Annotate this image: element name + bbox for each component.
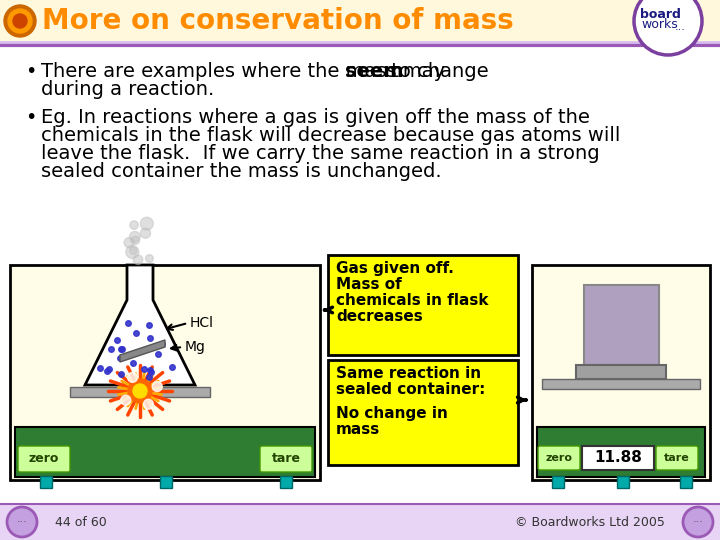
Text: No change in: No change in: [336, 406, 448, 421]
Text: tare: tare: [664, 453, 690, 463]
Circle shape: [121, 395, 131, 405]
Text: zero: zero: [546, 453, 572, 463]
Text: seem: seem: [345, 62, 403, 81]
Text: leave the flask.  If we carry the same reaction in a strong: leave the flask. If we carry the same re…: [41, 144, 600, 163]
Circle shape: [152, 382, 162, 392]
FancyBboxPatch shape: [40, 476, 52, 488]
FancyBboxPatch shape: [328, 255, 518, 355]
Circle shape: [7, 507, 37, 537]
Text: Eg. In reactions where a gas is given off the mass of the: Eg. In reactions where a gas is given of…: [41, 108, 590, 127]
Circle shape: [127, 373, 138, 382]
FancyBboxPatch shape: [0, 504, 720, 540]
Text: during a reaction.: during a reaction.: [41, 80, 215, 99]
Circle shape: [13, 14, 27, 28]
FancyBboxPatch shape: [680, 476, 692, 488]
Text: ···: ···: [17, 517, 27, 527]
FancyBboxPatch shape: [15, 427, 315, 477]
FancyBboxPatch shape: [582, 446, 654, 470]
Circle shape: [634, 0, 702, 55]
FancyBboxPatch shape: [328, 360, 518, 465]
Text: ···: ···: [693, 517, 703, 527]
FancyBboxPatch shape: [576, 365, 666, 379]
Text: •: •: [25, 62, 37, 81]
FancyBboxPatch shape: [70, 387, 210, 397]
Text: ...: ...: [675, 22, 685, 32]
FancyBboxPatch shape: [537, 427, 705, 477]
Text: Mass of: Mass of: [336, 277, 402, 292]
FancyBboxPatch shape: [260, 446, 312, 472]
Text: Same reaction in: Same reaction in: [336, 366, 481, 381]
Text: There are examples where the mass may: There are examples where the mass may: [41, 62, 451, 81]
Circle shape: [140, 228, 150, 238]
Text: HCl: HCl: [190, 316, 214, 330]
Text: board: board: [639, 8, 680, 21]
Text: 11.88: 11.88: [594, 450, 642, 465]
FancyBboxPatch shape: [10, 265, 320, 480]
Circle shape: [8, 9, 32, 33]
Circle shape: [133, 384, 147, 398]
FancyBboxPatch shape: [0, 0, 720, 42]
FancyBboxPatch shape: [617, 476, 629, 488]
Circle shape: [124, 238, 134, 248]
FancyBboxPatch shape: [18, 446, 70, 472]
FancyBboxPatch shape: [542, 379, 700, 389]
FancyBboxPatch shape: [532, 265, 710, 480]
FancyBboxPatch shape: [160, 476, 172, 488]
FancyBboxPatch shape: [538, 446, 580, 470]
Circle shape: [4, 5, 36, 37]
Circle shape: [140, 217, 153, 230]
Polygon shape: [120, 340, 165, 362]
Circle shape: [131, 236, 140, 245]
FancyBboxPatch shape: [656, 446, 698, 470]
FancyBboxPatch shape: [552, 476, 564, 488]
Text: works: works: [642, 18, 678, 31]
Circle shape: [143, 399, 153, 409]
Circle shape: [133, 255, 143, 265]
Polygon shape: [85, 265, 195, 385]
Circle shape: [126, 245, 139, 259]
Text: Mg: Mg: [185, 340, 206, 354]
Circle shape: [130, 232, 140, 242]
Text: to change: to change: [385, 62, 489, 81]
FancyBboxPatch shape: [280, 476, 292, 488]
FancyBboxPatch shape: [584, 285, 659, 365]
Text: © Boardworks Ltd 2005: © Boardworks Ltd 2005: [515, 516, 665, 529]
Text: •: •: [25, 108, 37, 127]
Text: sealed container:: sealed container:: [336, 382, 485, 397]
Circle shape: [130, 221, 138, 230]
Text: Gas given off.: Gas given off.: [336, 261, 454, 276]
Text: decreases: decreases: [336, 309, 423, 324]
Text: tare: tare: [271, 453, 300, 465]
Circle shape: [145, 255, 153, 262]
Circle shape: [128, 379, 152, 403]
Text: chemicals in the flask will decrease because gas atoms will: chemicals in the flask will decrease bec…: [41, 126, 621, 145]
Text: zero: zero: [29, 453, 59, 465]
Text: More on conservation of mass: More on conservation of mass: [42, 7, 514, 35]
Circle shape: [130, 247, 137, 254]
Text: sealed container the mass is unchanged.: sealed container the mass is unchanged.: [41, 162, 441, 181]
Circle shape: [683, 507, 713, 537]
Text: mass: mass: [336, 422, 380, 437]
Text: chemicals in flask: chemicals in flask: [336, 293, 488, 308]
Text: 44 of 60: 44 of 60: [55, 516, 107, 529]
